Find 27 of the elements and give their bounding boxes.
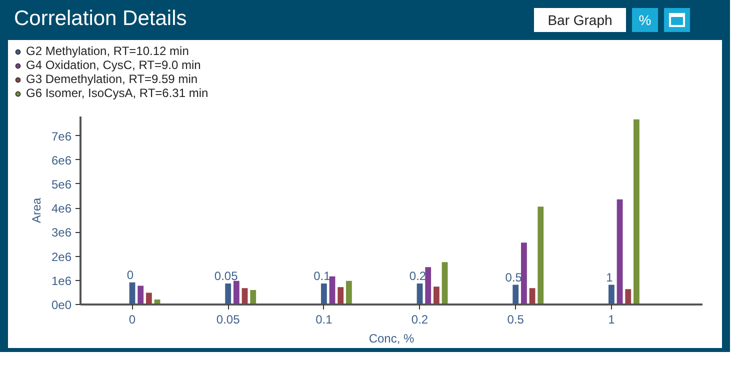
- legend-label: G6 Isomer, IsoCysA, RT=6.31 min: [26, 86, 208, 100]
- y-tick-label: 6e6: [51, 153, 72, 168]
- text: Bar Graph: [548, 11, 612, 30]
- text: %: [638, 11, 652, 30]
- y-tick-label: 2e6: [51, 250, 72, 264]
- y-axis-title: Area: [29, 198, 44, 224]
- x-tick-label: 0.05: [214, 269, 238, 284]
- annotation: 1: [608, 312, 616, 326]
- annotation: 0.1: [316, 312, 333, 326]
- y-tick-label: 1e6: [51, 274, 72, 288]
- chart-title: Correlation Details: [14, 6, 187, 32]
- annotation: 0.2: [411, 312, 428, 326]
- y-tick-label: 4e6: [51, 202, 72, 216]
- legend-label: G4 Oxidation, CysC, RT=9.0 min: [26, 58, 201, 72]
- x-tick-label: 0: [126, 268, 134, 282]
- legend-label: G2 Methylation, RT=10.12 min: [26, 44, 189, 58]
- y-tick-label: 0e0: [51, 298, 72, 312]
- x-tick-label: 0.1: [314, 269, 331, 284]
- annotation: 0: [128, 312, 136, 326]
- x-tick-label: 1: [606, 270, 614, 284]
- annotation: 0.5: [507, 312, 524, 326]
- y-tick-label: 7e6: [51, 129, 72, 144]
- y-tick-label: 5e6: [51, 177, 72, 192]
- legend-label: G3 Demethylation, RT=9.59 min: [26, 72, 198, 86]
- x-axis-title: Conc, %: [368, 332, 415, 346]
- y-tick-label: 3e6: [51, 226, 72, 240]
- annotation: 0.05: [216, 312, 240, 326]
